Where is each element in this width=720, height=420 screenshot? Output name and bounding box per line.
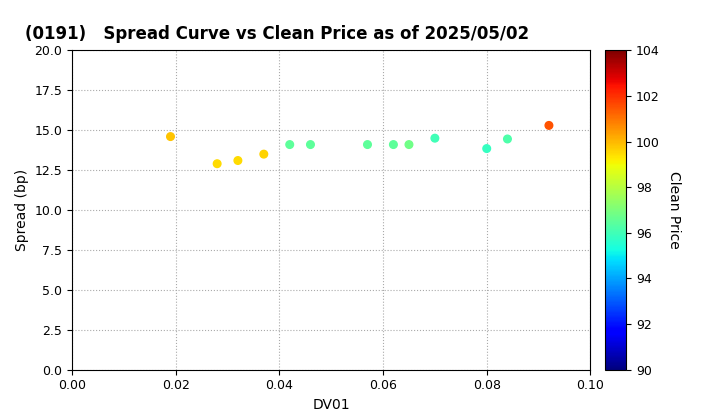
Point (305, 141, 316, 148)
Point (387, 141, 399, 148)
Point (403, 141, 415, 148)
X-axis label: DV01: DV01 (312, 398, 350, 412)
Point (429, 135, 441, 142)
Y-axis label: Clean Price: Clean Price (667, 171, 681, 249)
Point (165, 133, 176, 140)
Point (543, 122, 554, 129)
Point (361, 141, 373, 148)
Point (212, 160, 223, 167)
Text: (0191)   Spread Curve vs Clean Price as of 2025/05/02: (0191) Spread Curve vs Clean Price as of… (25, 25, 529, 43)
Point (232, 157, 243, 164)
Point (481, 145, 492, 152)
Point (502, 136, 513, 142)
Point (284, 141, 295, 148)
Point (258, 151, 269, 158)
Y-axis label: Spread (bp): Spread (bp) (15, 169, 29, 251)
